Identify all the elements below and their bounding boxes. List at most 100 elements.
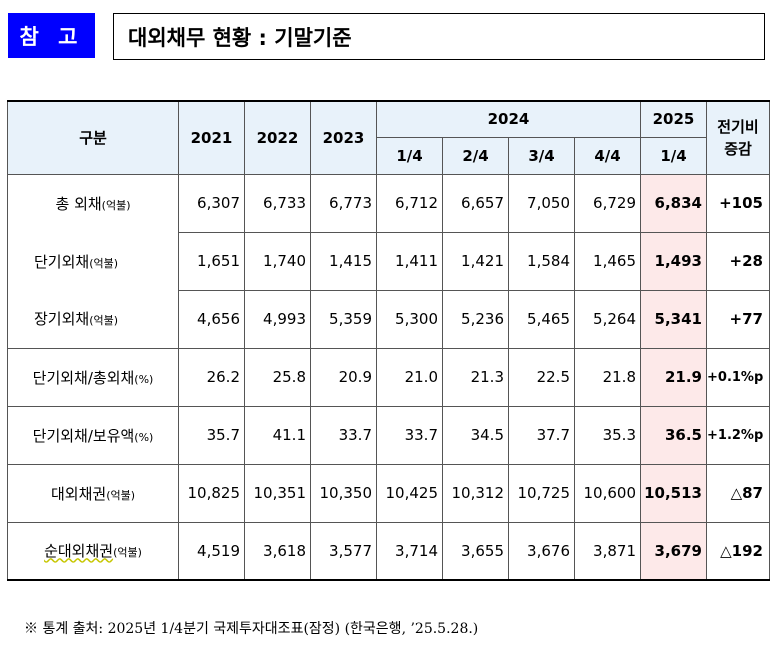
- row-unit: (%): [134, 372, 154, 386]
- value-cell: 1,415: [310, 231, 377, 291]
- value-cell: 6,733: [244, 173, 311, 233]
- value-cell: 21.8: [574, 347, 641, 407]
- row-label: 순대외채권(억불): [7, 521, 179, 581]
- value-cell: 1,740: [244, 231, 311, 291]
- table-row: 총 외채(억불) 6,307 6,733 6,773 6,712 6,657 7,050 6,…: [7, 173, 770, 233]
- value-cell: 6,712: [376, 173, 443, 233]
- value-cell: 5,300: [376, 289, 443, 349]
- value-cell: 1,651: [178, 231, 245, 291]
- value-cell: 3,676: [508, 521, 575, 581]
- row-unit: (억불): [89, 314, 119, 328]
- row-label: 대외채권(억불): [7, 463, 179, 523]
- value-cell: 10,312: [442, 463, 509, 523]
- value-cell: 33.7: [376, 405, 443, 465]
- table-body: 총 외채(억불) 6,307 6,733 6,773 6,712 6,657 7,050 6,…: [7, 173, 770, 581]
- value-cell: 6,729: [574, 173, 641, 233]
- row-label-text: 단기외채: [34, 252, 90, 271]
- row-label-text: 총 외채: [55, 194, 102, 213]
- page-title: 대외채무 현황 : 기말기준: [113, 13, 765, 60]
- latest-value-cell: 21.9: [640, 347, 707, 407]
- external-debt-table: 구분 2021 2022 2023 2024 2025 전기비 증감 1/4 2…: [7, 100, 770, 581]
- table-row: 단기외채(억불) 1,651 1,740 1,415 1,411 1,421 1,584 1,…: [7, 231, 770, 291]
- value-cell: 21.0: [376, 347, 443, 407]
- value-cell: 25.8: [244, 347, 311, 407]
- value-cell: 6,307: [178, 173, 245, 233]
- row-label: 장기외채(억불): [7, 290, 179, 349]
- row-unit: (억불): [106, 488, 136, 502]
- change-cell: +105: [706, 173, 770, 233]
- change-cell: △192: [706, 521, 770, 581]
- change-cell: +28: [706, 231, 770, 291]
- row-unit: (%): [134, 430, 154, 444]
- header-year-2025: 2025: [640, 100, 707, 138]
- value-cell: 6,657: [442, 173, 509, 233]
- row-label-text: 순대외채권: [44, 542, 114, 561]
- value-cell: 4,656: [178, 289, 245, 349]
- value-cell: 7,050: [508, 173, 575, 233]
- value-cell: 35.3: [574, 405, 641, 465]
- value-cell: 3,871: [574, 521, 641, 581]
- value-cell: 21.3: [442, 347, 509, 407]
- row-unit: (억불): [89, 256, 119, 270]
- header-2024-q3: 3/4: [508, 136, 575, 175]
- value-cell: 35.7: [178, 405, 245, 465]
- value-cell: 3,655: [442, 521, 509, 581]
- header-category: 구분: [7, 100, 179, 175]
- source-note: ※ 통계 출처: 2025년 1/4분기 국제투자대조표(잠정) (한국은행, …: [24, 621, 479, 637]
- value-cell: 33.7: [310, 405, 377, 465]
- change-cell: +1.2%p: [706, 405, 770, 465]
- header-change: 전기비 증감: [706, 100, 770, 175]
- value-cell: 37.7: [508, 405, 575, 465]
- change-cell: △87: [706, 463, 770, 523]
- latest-value-cell: 3,679: [640, 521, 707, 581]
- value-cell: 4,519: [178, 521, 245, 581]
- value-cell: 26.2: [178, 347, 245, 407]
- value-cell: 10,600: [574, 463, 641, 523]
- change-cell: +0.1%p: [706, 347, 770, 407]
- row-label: 총 외채(억불): [7, 173, 179, 232]
- header-2025-q1: 1/4: [640, 136, 707, 175]
- row-label: 단기외채/보유액(%): [7, 405, 179, 465]
- value-cell: 5,359: [310, 289, 377, 349]
- page-title-text: 대외채무 현황 : 기말기준: [128, 25, 352, 50]
- header-2024-q1: 1/4: [376, 136, 443, 175]
- value-cell: 4,993: [244, 289, 311, 349]
- header-2024-q4: 4/4: [574, 136, 641, 175]
- table-row: 단기외채/보유액(%) 35.7 41.1 33.7 33.7 34.5 37.7 35.3 3…: [7, 405, 770, 465]
- latest-value-cell: 36.5: [640, 405, 707, 465]
- row-unit: (억불): [113, 546, 142, 560]
- value-cell: 10,350: [310, 463, 377, 523]
- value-cell: 41.1: [244, 405, 311, 465]
- value-cell: 1,411: [376, 231, 443, 291]
- header-2024-q2: 2/4: [442, 136, 509, 175]
- value-cell: 3,714: [376, 521, 443, 581]
- table-row: 순대외채권(억불) 4,519 3,618 3,577 3,714 3,655 3,676 3…: [7, 521, 770, 581]
- value-cell: 3,577: [310, 521, 377, 581]
- latest-value-cell: 10,513: [640, 463, 707, 523]
- latest-value-cell: 6,834: [640, 173, 707, 233]
- value-cell: 5,236: [442, 289, 509, 349]
- value-cell: 5,465: [508, 289, 575, 349]
- row-label: 단기외채/총외채(%): [7, 347, 179, 407]
- header-year-2022: 2022: [244, 100, 311, 175]
- row-unit: (억불): [101, 198, 131, 212]
- value-cell: 10,825: [178, 463, 245, 523]
- row-label-text: 단기외채/보유액: [32, 426, 135, 445]
- value-cell: 22.5: [508, 347, 575, 407]
- table-row: 단기외채/총외채(%) 26.2 25.8 20.9 21.0 21.3 22.5 21.8 2…: [7, 347, 770, 407]
- value-cell: 3,618: [244, 521, 311, 581]
- latest-value-cell: 1,493: [640, 231, 707, 291]
- row-label-text: 장기외채: [34, 310, 90, 329]
- row-label-text: 대외채권: [50, 484, 107, 503]
- value-cell: 10,725: [508, 463, 575, 523]
- value-cell: 1,465: [574, 231, 641, 291]
- value-cell: 34.5: [442, 405, 509, 465]
- reference-badge: 참 고: [8, 13, 95, 58]
- table-row: 대외채권(억불) 10,825 10,351 10,350 10,425 10,312 10…: [7, 463, 770, 523]
- value-cell: 20.9: [310, 347, 377, 407]
- value-cell: 1,421: [442, 231, 509, 291]
- latest-value-cell: 5,341: [640, 289, 707, 349]
- table-row: 장기외채(억불) 4,656 4,993 5,359 5,300 5,236 5,465 5,…: [7, 289, 770, 349]
- value-cell: 5,264: [574, 289, 641, 349]
- header-year-2023: 2023: [310, 100, 377, 175]
